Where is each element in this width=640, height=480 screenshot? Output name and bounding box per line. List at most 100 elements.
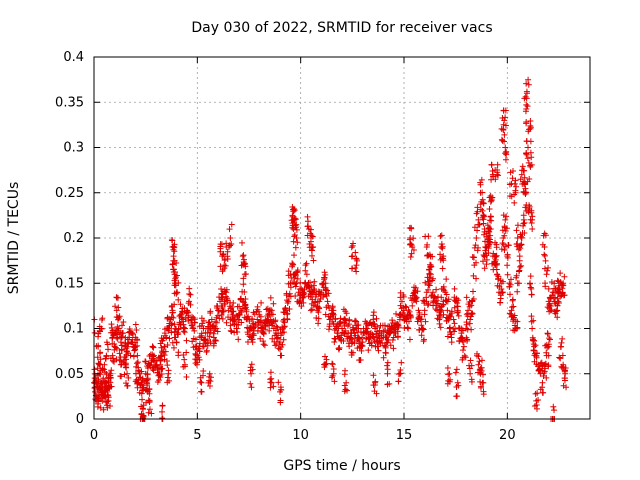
data-point <box>480 388 487 395</box>
data-point <box>175 296 182 303</box>
data-point <box>275 379 282 386</box>
data-point <box>503 225 510 232</box>
data-point <box>509 168 516 175</box>
data-point <box>542 283 549 290</box>
data-point <box>469 288 476 295</box>
data-point <box>528 291 535 298</box>
data-point <box>384 362 391 369</box>
data-point <box>283 307 290 314</box>
data-point <box>290 216 297 223</box>
data-point <box>266 308 273 315</box>
data-point <box>175 325 182 332</box>
data-point <box>494 282 501 289</box>
data-point <box>242 304 249 311</box>
data-point <box>488 161 495 168</box>
data-point <box>371 320 378 327</box>
data-point <box>374 323 381 330</box>
data-point <box>229 303 236 310</box>
data-point <box>554 277 561 284</box>
data-point <box>346 321 353 328</box>
data-point <box>536 366 543 373</box>
data-point <box>410 235 417 242</box>
data-point <box>525 81 532 88</box>
data-point <box>94 397 101 404</box>
data-point <box>341 382 348 389</box>
data-point <box>502 107 509 114</box>
data-point <box>236 303 243 310</box>
data-point <box>160 348 167 355</box>
data-point <box>501 138 508 145</box>
data-point <box>142 358 149 365</box>
data-point <box>146 406 153 413</box>
data-point <box>294 275 301 282</box>
data-point <box>532 390 539 397</box>
data-point <box>411 284 418 291</box>
data-point <box>416 315 423 322</box>
data-point <box>444 364 451 371</box>
data-point <box>404 324 411 331</box>
data-point <box>289 260 296 267</box>
data-point <box>474 227 481 234</box>
data-point <box>196 323 203 330</box>
data-point <box>217 263 224 270</box>
data-point <box>502 216 509 223</box>
data-point <box>499 137 506 144</box>
data-point <box>257 313 264 320</box>
data-point <box>173 339 180 346</box>
data-point <box>134 352 141 359</box>
data-point <box>348 352 355 359</box>
data-point <box>206 377 213 384</box>
data-point <box>118 373 125 380</box>
data-point <box>207 374 214 381</box>
data-point <box>475 216 482 223</box>
data-point <box>307 279 314 286</box>
data-point <box>127 352 134 359</box>
data-point <box>170 266 177 273</box>
data-point <box>219 315 226 322</box>
data-point <box>554 314 561 321</box>
data-point <box>212 337 219 344</box>
data-point <box>358 341 365 348</box>
data-point <box>494 161 501 168</box>
data-point <box>198 330 205 337</box>
data-point <box>418 322 425 329</box>
data-point <box>197 374 204 381</box>
data-point <box>338 332 345 339</box>
data-point <box>478 176 485 183</box>
data-point <box>251 323 258 330</box>
data-point <box>545 352 552 359</box>
data-point <box>203 347 210 354</box>
data-point <box>440 301 447 308</box>
data-point <box>217 248 224 255</box>
data-point <box>166 335 173 342</box>
data-point <box>258 299 265 306</box>
data-point <box>139 376 146 383</box>
data-point <box>480 371 487 378</box>
data-point <box>292 272 299 279</box>
data-point <box>343 379 350 386</box>
data-point <box>195 354 202 361</box>
data-point <box>507 193 514 200</box>
data-point <box>398 298 405 305</box>
data-point <box>255 308 262 315</box>
data-point <box>399 309 406 316</box>
data-point <box>124 382 131 389</box>
data-point <box>150 344 157 351</box>
data-point <box>528 313 535 320</box>
data-point <box>525 128 532 135</box>
data-point <box>270 383 277 390</box>
data-point <box>187 301 194 308</box>
data-point <box>438 294 445 301</box>
data-point <box>543 374 550 381</box>
data-point <box>545 264 552 271</box>
data-point <box>220 307 227 314</box>
data-point <box>293 224 300 231</box>
data-point <box>421 298 428 305</box>
data-point <box>521 219 528 226</box>
data-point <box>521 174 528 181</box>
data-point <box>527 124 534 131</box>
data-point <box>139 396 146 403</box>
data-point <box>508 307 515 314</box>
data-point <box>398 359 405 366</box>
data-point <box>132 321 139 328</box>
